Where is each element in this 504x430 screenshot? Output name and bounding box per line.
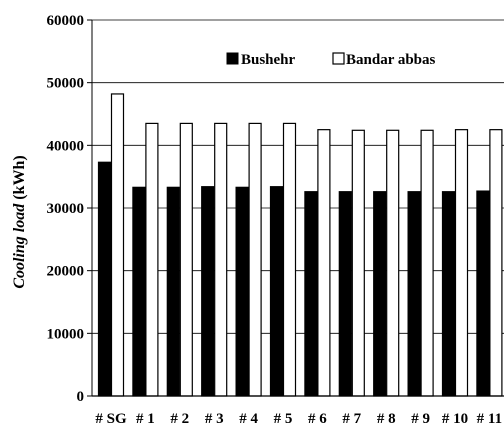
bar-bushehr	[338, 191, 352, 397]
bar-bandar-abbas	[420, 129, 434, 397]
bar-bandar-abbas	[214, 122, 228, 397]
bar-bandar-abbas	[282, 122, 297, 397]
y-tick-label: 60000	[47, 13, 85, 29]
bar-bandar-abbas	[110, 93, 125, 397]
x-tick-label: # 8	[377, 411, 396, 427]
bar-bushehr	[407, 191, 421, 397]
y-tick-label: 0	[77, 389, 85, 405]
y-axis-ticks: 0 10000 20000 30000 40000 50000 60000	[47, 13, 92, 405]
bar-bandar-abbas	[145, 122, 159, 397]
bars	[97, 93, 503, 397]
x-tick-label: # 10	[442, 411, 468, 427]
y-tick-label: 30000	[47, 201, 85, 217]
legend-label-bandar-abbas: Bandar abbas	[346, 52, 436, 68]
bar-bushehr	[441, 191, 456, 397]
x-tick-label: # 4	[239, 411, 258, 427]
bar-bandar-abbas	[454, 129, 469, 397]
y-tick-label: 10000	[47, 326, 85, 342]
bar-bushehr	[235, 186, 249, 397]
y-axis-title: Cooling load (kWh)	[11, 155, 28, 288]
legend-swatch-bushehr	[226, 52, 239, 65]
legend: Bushehr Bandar abbas	[226, 52, 436, 68]
bar-bushehr	[166, 186, 180, 397]
y-axis-title-main: Cooling load	[11, 203, 28, 289]
bar-bandar-abbas	[317, 129, 331, 397]
x-tick-label: # 9	[411, 411, 430, 427]
legend-label-bushehr: Bushehr	[241, 52, 296, 68]
x-tick-label: # 5	[274, 411, 293, 427]
bar-bandar-abbas	[489, 129, 503, 397]
legend-swatch-bandar-abbas	[332, 52, 345, 65]
x-tick-label: # 6	[308, 411, 327, 427]
y-tick-label: 50000	[47, 76, 85, 92]
bar-bandar-abbas	[386, 129, 400, 397]
x-tick-label: # 3	[205, 411, 224, 427]
y-tick-label: 20000	[47, 264, 85, 280]
y-axis-title-units: (kWh)	[11, 155, 28, 199]
bar-bushehr	[201, 186, 215, 397]
x-tick-label: # 7	[342, 411, 361, 427]
bar-bandar-abbas	[351, 129, 365, 397]
gridlines	[92, 19, 504, 334]
x-axis-ticks: # SG # 1 # 2 # 3 # 4 # 5 # 6 # 7 # 8 # 9 # 10 # 11	[95, 411, 502, 427]
x-tick-label: # 11	[477, 411, 502, 427]
bar-bandar-abbas	[179, 122, 193, 397]
x-tick-label: # 2	[170, 411, 189, 427]
bar-bushehr	[132, 186, 146, 397]
bar-bandar-abbas	[248, 122, 262, 397]
bar-bushehr	[304, 191, 318, 397]
x-tick-label: # 1	[136, 411, 155, 427]
bar-bushehr	[269, 186, 284, 397]
bar-bushehr	[476, 190, 490, 397]
x-tick-label: # SG	[95, 411, 127, 427]
y-tick-label: 40000	[47, 138, 85, 154]
bar-bushehr	[97, 161, 112, 397]
bar-bushehr	[373, 191, 387, 397]
